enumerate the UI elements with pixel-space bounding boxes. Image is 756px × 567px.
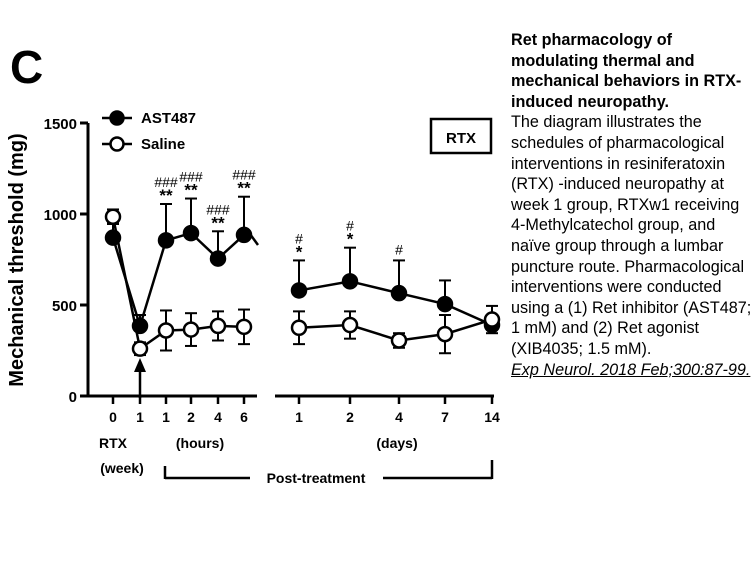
x-tick-label: 2 [346,409,354,425]
data-point [483,311,501,328]
week-group-label: (week) [100,460,144,476]
data-point [209,317,227,335]
data-point [390,284,408,302]
y-tick-label: 1000 [44,207,77,224]
data-point [341,316,359,334]
x-tick-label: 7 [441,409,449,425]
data-point [157,322,175,339]
x-tick-label: 1 [136,409,144,425]
data-point [182,224,200,242]
post-treatment-label: Post-treatment [267,470,366,486]
x-tick-label: 4 [395,409,403,425]
data-point [290,282,308,299]
data-point [436,295,454,313]
data-point [235,318,253,336]
legend-marker [109,110,125,126]
data-point [104,208,122,225]
y-axis-label: Mechanical threshold (mg) [6,133,28,386]
significance-hashes: ### [179,169,203,185]
x-tick-label: 2 [187,409,195,425]
significance-hashes: ### [206,201,230,217]
rtx-group-label: RTX [99,435,128,451]
x-tick-label: 1 [295,409,303,425]
significance-stars: ** [184,181,198,200]
arrow-head [134,358,146,372]
panel-letter: C [10,41,44,93]
significance-stars: ** [159,186,173,205]
significance-stars: * [347,230,354,249]
rtx-box-label: RTX [446,130,476,147]
rtx-box [429,117,493,155]
significance-hashes: # [295,230,303,246]
hours-group-label: (hours) [176,435,224,451]
data-point [341,273,359,290]
significance-hashes: ### [232,167,256,183]
caption-reference[interactable]: Exp Neurol. 2018 Feb;300:87-99. [511,360,751,379]
y-tick-label: 0 [69,389,77,406]
x-tick-label: 0 [109,409,117,425]
data-point [290,319,308,336]
significance-stars: ** [211,213,225,232]
x-tick-label: 4 [214,409,222,425]
data-point [235,226,253,244]
y-tick-label: 1500 [44,116,77,133]
data-point [157,232,175,249]
y-tick-label: 500 [52,298,77,315]
significance-stars: * [296,242,303,261]
figure-caption: Ret pharmacology of modulating thermal a… [511,30,756,380]
x-tick-label: 6 [240,409,248,425]
mechanical-threshold-chart: Mechanical threshold (mg) 0 500 1000 1500 0 1 1… [6,110,501,486]
data-point [209,250,227,267]
axis-break-mark [248,233,260,246]
caption-title: Ret pharmacology of modulating thermal a… [511,31,742,111]
days-group-label: (days) [376,435,417,451]
data-point [131,340,149,357]
data-point [436,325,454,343]
significance-hashes: ### [154,174,178,190]
significance-hashes: # [395,241,403,257]
legend-label: Saline [141,136,185,153]
legend-marker [109,136,125,152]
caption-body: The diagram illustrates the schedules of… [511,113,752,358]
significance-stars: ** [237,179,251,198]
data-point [182,321,200,338]
significance-hashes: # [346,218,354,234]
data-point [390,332,408,349]
x-tick-label: 14 [484,409,500,425]
x-tick-label: 1 [162,409,170,425]
legend-label: AST487 [141,110,196,127]
